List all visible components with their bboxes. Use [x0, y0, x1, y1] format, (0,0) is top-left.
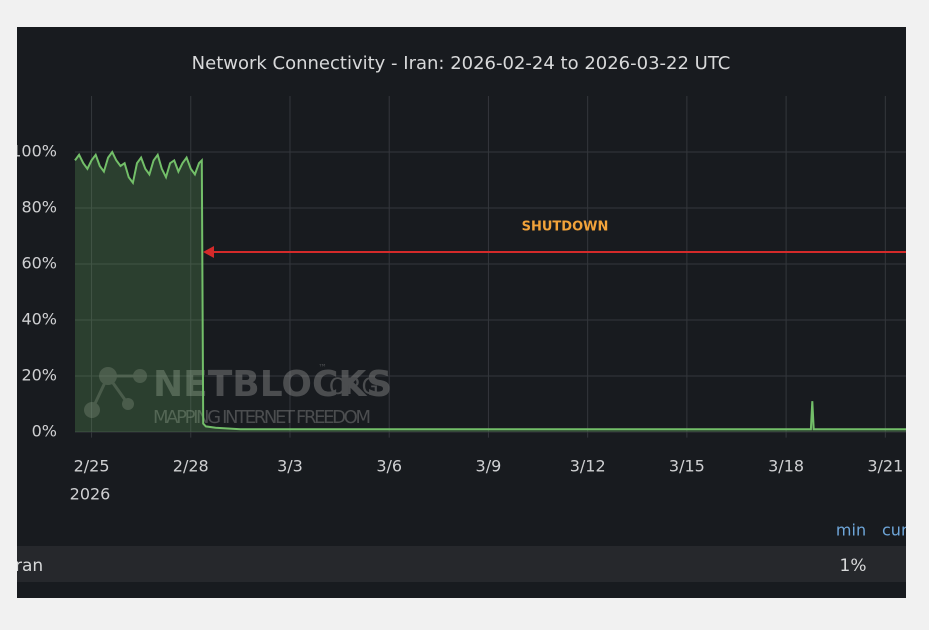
annotation-arrowhead — [203, 246, 214, 258]
wm-icon — [84, 402, 100, 418]
x-tick-label: 2/25 — [74, 457, 110, 476]
legend-column: cur — [882, 521, 908, 540]
wm-tagline: MAPPING INTERNET FREEDOM — [153, 407, 371, 428]
x-tick-label: 2/28 — [173, 457, 209, 476]
x-tick-label: 3/18 — [768, 457, 804, 476]
legend-series-name: Iran — [10, 556, 43, 576]
x-tick-label: 3/12 — [570, 457, 606, 476]
x-tick-label: 3/3 — [277, 457, 303, 476]
y-tick-label: 40% — [21, 310, 57, 329]
y-tick-label: 60% — [21, 254, 57, 273]
wm-suffix: .ORG — [322, 375, 379, 400]
watermark: NETBLOCKS .ORG ™ MAPPING INTERNET FREEDO… — [84, 364, 392, 428]
x-tick-label: 3/15 — [669, 457, 705, 476]
wm-icon — [133, 369, 147, 383]
y-tick-label: 20% — [21, 366, 57, 385]
grid — [75, 96, 906, 438]
wm-icon — [99, 367, 117, 385]
wm-title: NETBLOCKS — [153, 364, 392, 405]
wm-tm: ™ — [318, 364, 327, 374]
y-tick-label: 80% — [21, 198, 57, 217]
wm-icon — [90, 375, 110, 411]
legend-min-value: 1% — [840, 556, 867, 576]
legend-row — [17, 546, 906, 582]
x-tick-label: 3/9 — [476, 457, 502, 476]
chart-title: Network Connectivity - Iran: 2026-02-24 … — [192, 53, 731, 74]
y-tick-label: 0% — [32, 422, 57, 441]
x-tick-label: 3/21 — [867, 457, 903, 476]
plot: 0% 20% 40% 60% 80% 100% 2/25 2/28 3/3 3/6 3/9 3/12 3… — [11, 142, 906, 476]
annotation: SHUTDOWN — [522, 220, 609, 235]
wm-icon — [122, 398, 134, 410]
panel: NETBLOCKS .ORG ™ MAPPING INTERNET FREEDO… — [10, 27, 908, 598]
line — [74, 150, 906, 431]
wm-icon — [106, 375, 130, 405]
x-year-label: 2026 — [70, 485, 111, 504]
area — [75, 152, 906, 432]
y-tick-label: 100% — [11, 142, 57, 161]
panel-bg — [17, 27, 906, 598]
x-tick-label: 3/6 — [376, 457, 402, 476]
legend-column: min — [836, 521, 866, 540]
